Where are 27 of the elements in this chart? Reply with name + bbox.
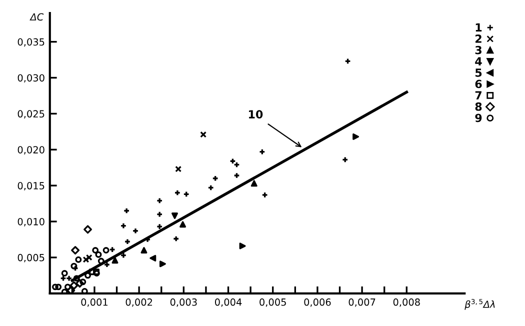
x-tick-label: 0,001 [81,298,108,307]
x-tick-label: 0,004 [214,298,242,307]
legend-label: 3 [475,46,482,54]
legend-label: 7 [475,91,482,100]
legend-label: 4 [475,57,482,66]
y-tick-label: 0,025 [18,110,44,119]
legend-label: 9 [475,114,482,122]
annotation: 10 [248,110,263,119]
legend-label: 2 [476,34,482,43]
x-tick-label: 0,006 [304,298,331,307]
y-tick-label: 0,015 [18,182,44,190]
x-tick-label: 0,003 [170,298,197,307]
y-axis-title: ΔC [30,13,44,21]
y-tick-label: 0,005 [18,254,44,262]
legend-label: 1 [476,23,482,32]
legend-label: 8 [475,102,482,111]
legend-label: 6 [475,80,482,88]
y-tick-label: 0,035 [18,38,44,47]
legend-label: 5 [475,68,482,77]
y-tick-label: 0,030 [18,74,44,83]
y-tick-label: 0,010 [18,218,44,226]
x-tick-label: 0,008 [393,298,420,307]
x-tick-label: 0,007 [348,298,376,307]
x-tick-label: 0,002 [126,298,152,307]
y-tick-label: 0,020 [18,146,44,154]
x-axis-title: β$^{3,5}$Δλ [464,299,495,310]
x-tick-label: 0,005 [260,298,286,307]
